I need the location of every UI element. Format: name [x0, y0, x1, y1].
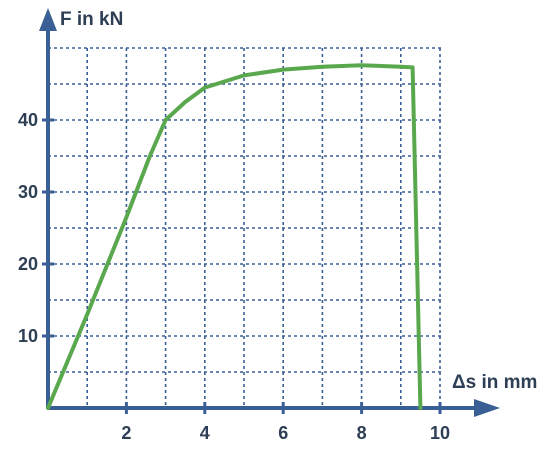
x-tick-label: 2	[121, 423, 131, 443]
y-axis-arrowhead	[39, 8, 57, 31]
y-tick-label: 30	[18, 182, 38, 202]
y-tick-label: 10	[18, 326, 38, 346]
labels-layer: F in kN Δs in mm 10 20 30 40 2 4 6 8 10	[18, 9, 538, 443]
series-line-1	[46, 63, 423, 410]
axes-layer	[39, 8, 500, 417]
x-tick-label: 8	[357, 423, 367, 443]
x-axis-arrowhead	[474, 399, 500, 417]
x-tick-label: 10	[430, 423, 450, 443]
grid-layer	[48, 47, 443, 408]
y-axis-title: F in kN	[60, 9, 123, 30]
x-tick-label: 4	[200, 423, 210, 443]
y-tick-label: 20	[18, 254, 38, 274]
y-tick-label: 40	[18, 110, 38, 130]
series-layer	[46, 63, 423, 410]
x-axis-title: Δs in mm	[452, 372, 537, 393]
x-tick-label: 6	[278, 423, 288, 443]
